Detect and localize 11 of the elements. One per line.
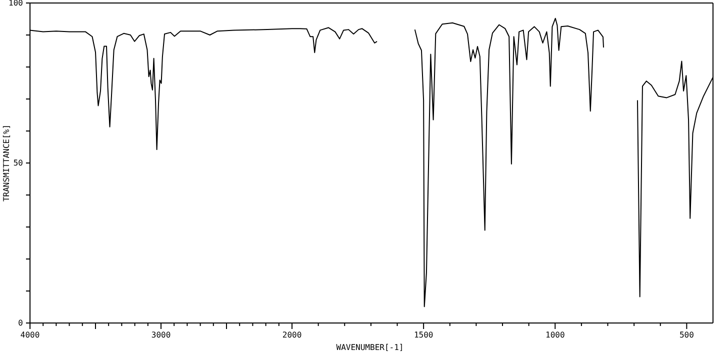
x-tick-label: 3000 (151, 330, 171, 340)
x-tick-label: 500 (679, 330, 694, 340)
y-tick-label: 0 (18, 318, 24, 328)
x-tick-label: 1500 (414, 330, 434, 340)
y-tick-label: 100 (8, 0, 24, 8)
y-axis-title: TRANSMITTANCE[%] (2, 124, 11, 202)
x-tick-label: 4000 (20, 330, 40, 340)
y-tick-label: 50 (13, 158, 24, 168)
x-axis-title: WAVENUMBER[-1] (336, 343, 404, 352)
x-tick-label: 2000 (282, 330, 302, 340)
x-tick-label: 1000 (545, 330, 565, 340)
